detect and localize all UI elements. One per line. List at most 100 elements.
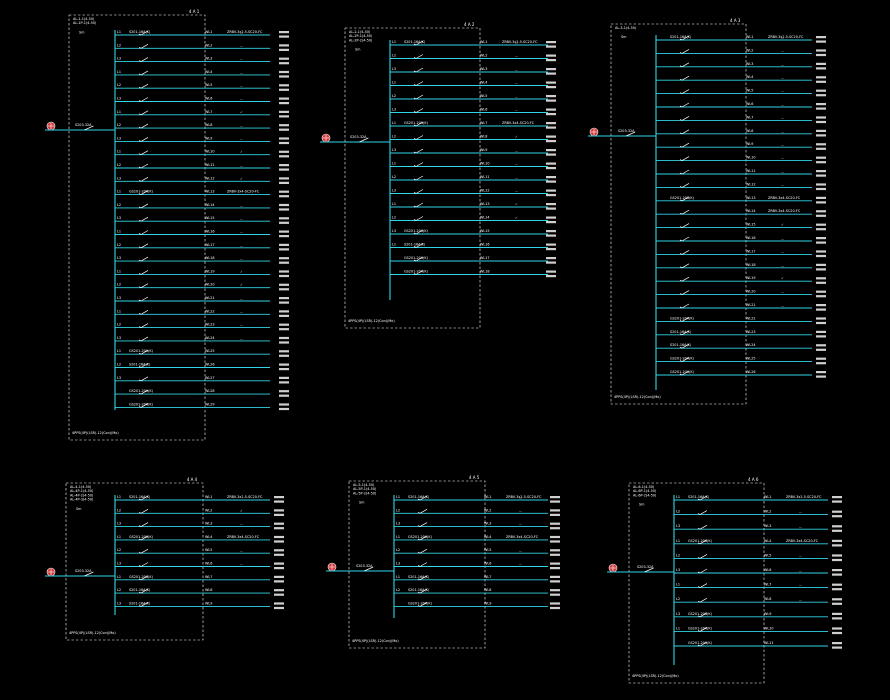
feeder-load-tag-icon	[274, 513, 284, 516]
breaker-switch-icon	[417, 508, 428, 514]
feeder-load-tag-icon	[816, 196, 826, 199]
breaker-switch-icon	[138, 508, 149, 514]
feeder-row: WL18...	[656, 263, 826, 271]
feeder-mark: ...	[781, 237, 784, 241]
feeder-circuit: WL9	[764, 612, 771, 616]
feeder-load-tag-icon	[546, 203, 556, 206]
feeder-row: WL17...	[656, 249, 826, 258]
feeder-circuit: WL5	[480, 94, 487, 98]
feeder-circuit: WL22	[205, 309, 215, 313]
feeder-row: L3 WL3...	[394, 522, 560, 530]
feeder-load-tag-icon	[550, 509, 560, 512]
breaker-switch-icon	[138, 163, 149, 169]
feeder-circuit: WL10	[205, 150, 215, 154]
panel-enclosure	[348, 480, 486, 649]
breaker-switch-icon	[679, 129, 690, 135]
feeder-mark: ✓	[240, 177, 243, 181]
feeder-load-tag-icon	[279, 44, 289, 47]
feeder-load-tag-icon	[816, 40, 826, 43]
feeder-circuit: WL15	[746, 223, 756, 227]
feeder-phase: L2	[392, 175, 396, 179]
breaker-switch-icon	[679, 236, 690, 242]
feeder-mark: ...	[781, 156, 784, 160]
feeder-circuit: WL18	[480, 270, 490, 274]
panel-header-line: AL-2P-1(4-50)	[349, 34, 373, 38]
breaker-switch-icon	[138, 203, 149, 209]
feeder-phase: L1	[392, 162, 396, 166]
feeder-load-tag-icon	[279, 97, 289, 100]
feeder-breaker: GS201-20A(K)	[404, 256, 429, 260]
feeder-phase: L1	[117, 190, 121, 194]
feeder-load-tag-icon	[279, 314, 289, 317]
feeder-load-tag-icon	[816, 295, 826, 298]
panel-header-line: AL-1-1(4-50)	[73, 17, 95, 21]
feeder-row: L1 WL22...	[115, 309, 289, 317]
feeder-circuit: WL11	[480, 175, 490, 179]
panel-subtitle: Sm	[621, 35, 627, 39]
feeder-breaker: S201-16A(K)	[670, 343, 692, 347]
breaker-switch-icon	[413, 148, 424, 154]
feeder-cable: ZRBV-3x2.5-SC20-FC	[227, 30, 263, 34]
feeder-load-tag-icon	[274, 500, 284, 503]
feeder-phase: L3	[117, 376, 121, 380]
feeder-circuit: WL18	[746, 263, 756, 267]
breaker-switch-icon	[138, 575, 149, 581]
breaker-switch-icon	[138, 83, 149, 89]
feeder-circuit: WL3	[480, 67, 487, 71]
feeder-breaker: S201-16A(K)	[129, 30, 151, 34]
breaker-switch-icon	[679, 116, 690, 121]
panel-p4: 4 A 4 AL-4-1(4-50)AL-4P-1(4-50)AL-4P-2(4-…	[45, 477, 284, 641]
feeder-circuit: WL19	[205, 269, 215, 273]
breaker-switch-icon	[417, 548, 428, 554]
feeder-row: WL7...	[656, 115, 826, 124]
feeder-circuit: WL3	[484, 522, 491, 526]
feeder-load-tag-icon	[279, 168, 289, 171]
feeder-circuit: WL29	[205, 402, 215, 406]
panel-label: 4 A 4	[187, 477, 198, 482]
feeder-load-tag-icon	[816, 147, 826, 150]
breaker-switch-icon	[138, 296, 149, 302]
feeder-row: L3 WL6...	[115, 562, 284, 570]
feeder-circuit: WL14	[205, 203, 215, 207]
feeder-row: L2 WL14 ✓	[390, 216, 556, 224]
feeder-breaker: S201-16A(K)	[408, 495, 430, 499]
feeder-load-tag-icon	[816, 254, 826, 258]
feeder-row: L2 S201-16A(K) WL26	[115, 363, 289, 371]
feeder-load-tag-icon	[274, 606, 284, 610]
feeder-circuit: WL25	[205, 349, 215, 353]
feeder-phase: L1	[117, 150, 121, 154]
feeder-load-tag-icon	[550, 549, 560, 552]
feeder-mark: ...	[240, 562, 243, 566]
feeder-circuit: WL3	[205, 522, 212, 526]
feeder-load-tag-icon	[832, 510, 842, 513]
feeder-load-tag-icon	[816, 321, 826, 325]
feeder-phase: L2	[117, 203, 121, 207]
feeder-row: S201-16A(K) WL23	[656, 330, 826, 338]
breaker-switch-icon	[417, 588, 428, 594]
breaker-switch-icon	[679, 183, 690, 188]
feeder-phase: L3	[676, 612, 680, 616]
breaker-switch-icon	[138, 588, 149, 594]
feeder-mark: ...	[240, 336, 243, 340]
feeder-phase: L3	[392, 148, 396, 152]
breaker-switch-icon	[413, 54, 424, 59]
feeder-load-tag-icon	[546, 122, 556, 125]
feeder-load-tag-icon	[279, 323, 289, 326]
feeder-circuit: WL8	[480, 135, 487, 139]
breaker-switch-icon	[679, 263, 690, 269]
feeder-row: L3 WL6...	[674, 568, 842, 576]
feeder-load-tag-icon	[546, 275, 556, 278]
feeder-load-tag-icon	[279, 230, 289, 233]
feeder-breaker: GS201-20A(K)	[129, 402, 154, 406]
feeder-mark: ...	[240, 230, 243, 234]
feeder-phase: L3	[392, 189, 396, 193]
panel-header-line: AL-5P-1(4-50)	[353, 487, 377, 491]
feeder-circuit: WL16	[480, 243, 490, 247]
panel-subtitle: Sm	[355, 48, 361, 52]
feeder-load-tag-icon	[546, 243, 556, 246]
feeder-load-tag-icon	[279, 235, 289, 238]
feeder-mark: ✓	[240, 283, 243, 287]
feeder-mark: ...	[515, 162, 518, 166]
feeder-breaker: GS201-20A(K)	[129, 575, 154, 579]
feeder-row: L1 S201-16A(K) WL1 ZRBV-3x2.5-SC20-FC...	[390, 40, 556, 48]
